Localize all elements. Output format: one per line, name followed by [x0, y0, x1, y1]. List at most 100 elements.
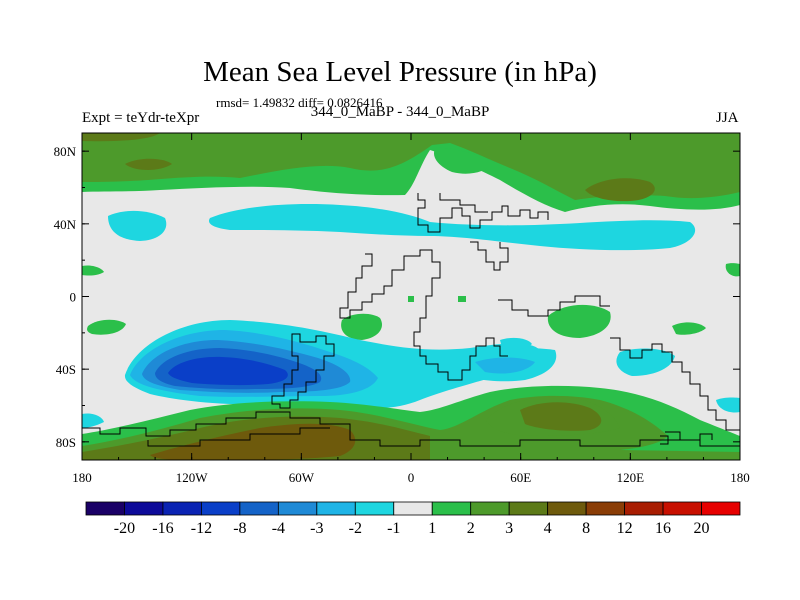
- pacific-positive-blob: [672, 322, 706, 335]
- south-pacific-low-4: [155, 348, 322, 390]
- arctic-positive-band: [82, 133, 740, 212]
- coast-south-america: [271, 333, 335, 409]
- season-label: JJA: [716, 110, 739, 126]
- coast-europe-asia: [417, 193, 549, 233]
- x-tick-label: 120E: [617, 470, 645, 485]
- antarctic-high-4b: [520, 402, 602, 431]
- colorbar-swatch: [624, 501, 664, 516]
- y-tick-label: 80S: [56, 435, 76, 450]
- coast-australia: [610, 337, 740, 431]
- se-pacific-negative: [716, 397, 740, 413]
- south-indian-core-2: [475, 357, 535, 374]
- colorbar-swatch: [124, 501, 164, 516]
- antarctic-high-2: [82, 385, 740, 460]
- colorbar-label: 12: [617, 520, 633, 537]
- coast-asia-east: [439, 193, 488, 213]
- colorbar-swatch: [162, 501, 202, 516]
- colorbar-label: -12: [191, 520, 212, 537]
- coast-seasia: [498, 295, 610, 317]
- experiment-label: Expt = teYdr-teXpr: [82, 110, 200, 126]
- arctic-inner-2: [433, 147, 495, 174]
- x-tick-label: 0: [408, 470, 415, 485]
- colorbar-swatch: [470, 501, 510, 516]
- colorbar-label: 20: [694, 520, 710, 537]
- south-indian-negative: [455, 347, 557, 382]
- south-pacific-low-2: [130, 330, 378, 397]
- arctic-core-3: [82, 133, 740, 200]
- siberia-core-4: [585, 178, 655, 202]
- south-indian-negative-2: [500, 337, 532, 350]
- stats-label: rmsd= 1.49832 diff= 0.0826416: [216, 95, 383, 110]
- colorbar-swatch: [393, 501, 433, 516]
- colorbar-swatch: [239, 501, 279, 516]
- coast-west-antarctic: [665, 431, 713, 441]
- sw-pacific-negative: [82, 413, 104, 428]
- colorbar-swatch: [431, 501, 472, 516]
- y-tick-label: 80N: [54, 144, 77, 159]
- colorbar-label: -3: [310, 520, 323, 537]
- north-pacific-negative: [108, 210, 167, 241]
- colorbar-label: -8: [233, 520, 246, 537]
- x-tick-label: 180: [72, 470, 92, 485]
- coast-india: [470, 241, 509, 271]
- colorbar-label: 1: [428, 520, 436, 537]
- south-pacific-low-3: [142, 340, 351, 393]
- coast-antarctic-peninsula: [147, 427, 330, 447]
- east-pacific-positive-2: [725, 263, 740, 277]
- antarctic-high-3: [82, 395, 740, 460]
- chart-title: Mean Sea Level Pressure (in hPa): [203, 56, 597, 88]
- equatorial-positive-west: [87, 319, 126, 335]
- y-tick-label: 40N: [54, 217, 77, 232]
- case-label: 344_0_MaBP - 344_0_MaBP: [310, 104, 490, 120]
- colorbar-swatch: [585, 501, 625, 516]
- x-tick-label: 180: [730, 470, 750, 485]
- south-pacific-low: [124, 320, 541, 408]
- colorbar-swatch: [277, 501, 318, 516]
- south-pacific-core-8: [168, 356, 288, 386]
- colorbar-swatch: [508, 501, 549, 516]
- south-atlantic-negative: [616, 348, 675, 376]
- coastlines: [82, 193, 740, 447]
- colorbar-swatch: [201, 501, 241, 516]
- coast-nz: [660, 435, 669, 445]
- plot-background: [82, 133, 740, 460]
- colorbar-label: 4: [544, 520, 552, 537]
- colorbar-swatch: [85, 501, 125, 516]
- colorbar-swatch: [662, 501, 702, 516]
- colorbar-label: -20: [114, 520, 135, 537]
- coast-antarctica: [82, 411, 740, 447]
- north-atlantic-negative: [208, 204, 696, 251]
- colorbar: -20 -16 -12 -8 -4 -3 -2 -1 1 2 3 4 8 12 16 20: [85, 501, 741, 537]
- axis-ticks: 180 120W 60W 0 60E 120E 180 80N 40N 0 40S 80S: [54, 133, 750, 485]
- indian-positive-blob: [547, 304, 611, 338]
- colorbar-swatch: [316, 501, 356, 516]
- small-positive-dot-2: [458, 296, 466, 302]
- small-positive-dot: [408, 296, 414, 302]
- arctic-small-core-4: [125, 158, 172, 170]
- colorbar-label: 2: [467, 520, 475, 537]
- colorbar-swatch: [354, 501, 395, 516]
- x-tick-label: 60W: [289, 470, 315, 485]
- atlantic-positive-blob: [341, 313, 382, 340]
- colorbar-label: -2: [349, 520, 362, 537]
- antarctic-high-3b: [486, 396, 620, 436]
- antarctic-high-8: [150, 423, 356, 460]
- colorbar-label: -4: [272, 520, 285, 537]
- coast-africa: [339, 249, 508, 381]
- greenland-bump: [82, 133, 160, 142]
- colorbar-swatch: [547, 501, 587, 516]
- colorbar-label: 3: [505, 520, 513, 537]
- colorbar-label: -16: [152, 520, 173, 537]
- colorbar-label: -1: [387, 520, 400, 537]
- y-tick-label: 0: [70, 290, 77, 305]
- antarctic-high-4: [82, 416, 430, 460]
- colorbar-label: 16: [655, 520, 671, 537]
- plot-frame: [81, 132, 741, 461]
- colorbar-swatch: [701, 501, 741, 516]
- x-tick-label: 120W: [176, 470, 209, 485]
- colorbar-label: 8: [582, 520, 590, 537]
- x-tick-label: 60E: [510, 470, 531, 485]
- east-pacific-positive: [82, 265, 104, 276]
- y-tick-label: 40S: [56, 362, 76, 377]
